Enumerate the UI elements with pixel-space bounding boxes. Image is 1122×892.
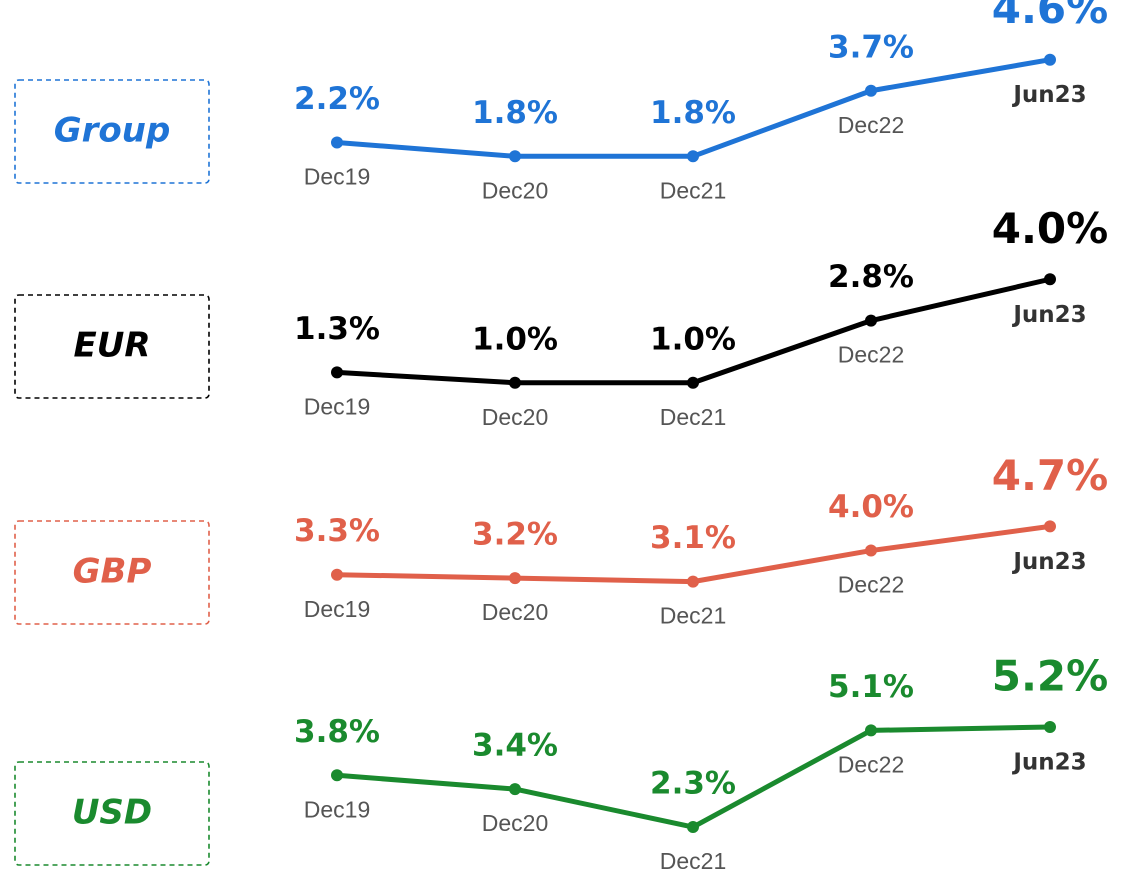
point [509,376,521,389]
label-box [14,294,210,399]
value-label: 4.0% [828,489,914,525]
category-label: Dec20 [482,404,548,430]
value-label: 2.8% [828,259,914,295]
panel-title: Group [54,111,171,151]
point [687,821,699,834]
point [331,568,343,581]
point [509,150,521,163]
value-label: 1.8% [472,95,558,131]
point [331,136,343,149]
value-label: 4.6% [992,0,1108,33]
point [687,376,699,389]
value-label: 3.4% [472,728,558,764]
value-label: 5.2% [992,651,1108,700]
point [865,84,877,97]
category-label: Dec20 [482,177,548,203]
value-label: 1.3% [294,311,380,347]
category-label: Jun23 [1011,82,1086,108]
category-label: Jun23 [1011,302,1086,328]
point [509,572,521,585]
point [1044,720,1056,733]
category-label: Jun23 [1011,749,1086,775]
category-label: Dec22 [838,112,904,138]
point [687,150,699,163]
category-label: Dec21 [660,603,726,629]
panel-title: USD [72,793,152,833]
value-label: 5.1% [828,669,914,705]
point [687,575,699,588]
value-label: 4.0% [992,204,1108,253]
panel: USD 3.8% Dec19 3.4% Dec20 2.3% Dec21 5.1% Dec22 5… [14,651,1108,874]
panel: EUR 1.3% Dec19 1.0% Dec20 1.0% Dec21 2.8% Dec22 4… [14,204,1108,430]
point [509,783,521,796]
value-label: 3.7% [828,29,914,65]
point [865,544,877,557]
panel-title: EUR [73,326,150,366]
value-label: 1.8% [650,95,736,131]
value-label: 2.2% [294,81,380,117]
panel: Group 2.2% Dec19 1.8% Dec20 1.8% Dec21 3.7% Dec2… [14,0,1108,203]
value-label: 2.3% [650,766,736,802]
panel-title: GBP [73,552,152,592]
category-label: Jun23 [1011,549,1086,575]
category-label: Dec19 [304,796,370,822]
value-label: 1.0% [472,321,558,357]
label-box [14,761,210,866]
category-label: Dec19 [304,596,370,622]
category-label: Dec20 [482,810,548,836]
value-label: 3.3% [294,513,380,549]
category-label: Dec20 [482,599,548,625]
category-label: Dec21 [660,177,726,203]
value-label: 1.0% [650,321,736,357]
panel: GBP 3.3% Dec19 3.2% Dec20 3.1% Dec21 4.0% Dec22 4… [14,451,1108,629]
point [1044,53,1056,66]
point [1044,520,1056,533]
point [1044,273,1056,286]
category-label: Dec22 [838,572,904,598]
point [865,724,877,737]
value-label: 4.7% [992,451,1108,500]
value-label: 3.1% [650,520,736,556]
value-label: 3.2% [472,517,558,553]
category-label: Dec21 [660,848,726,874]
label-box [14,520,210,625]
point [865,314,877,327]
category-label: Dec19 [304,164,370,190]
category-label: Dec22 [838,752,904,778]
point [331,366,343,379]
point [331,769,343,782]
value-label: 3.8% [294,714,380,750]
label-box [14,79,210,184]
category-label: Dec19 [304,393,370,419]
category-label: Dec22 [838,342,904,368]
category-label: Dec21 [660,404,726,430]
